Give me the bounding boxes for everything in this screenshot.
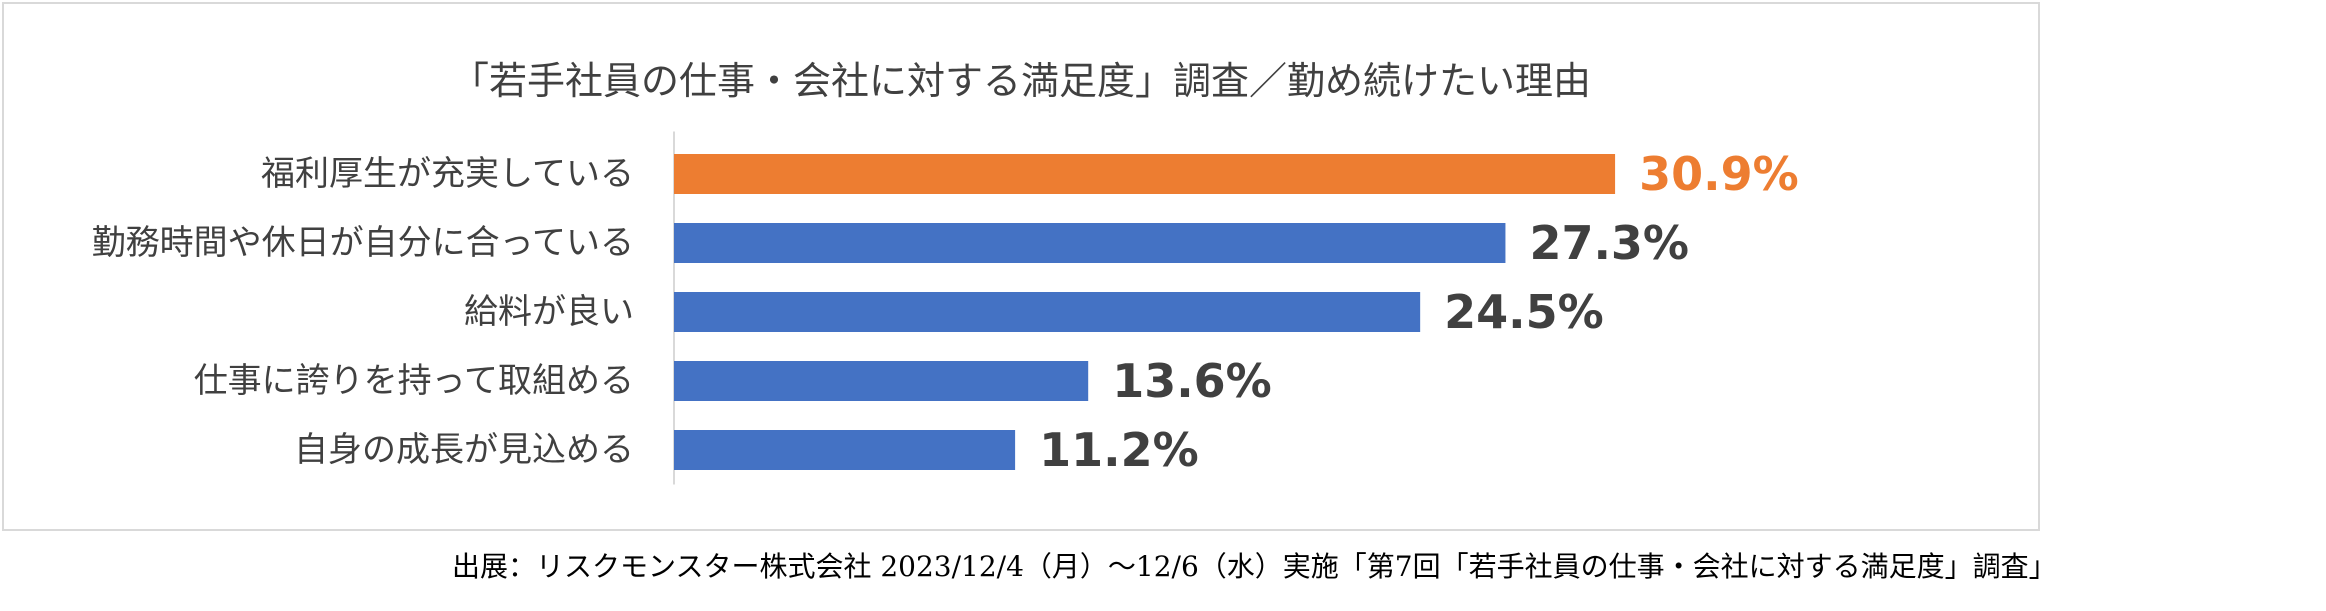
bar <box>674 292 1421 332</box>
source-note: 出展：リスクモンスター株式会社 2023/12/4（月）～12/6（水）実施「第… <box>452 550 2057 583</box>
data-label: 24.5% <box>1444 285 1604 339</box>
data-label: 13.6% <box>1112 354 1272 408</box>
category-label: 給料が良い <box>464 292 634 332</box>
bar <box>674 154 1616 194</box>
data-label: 30.9% <box>1639 147 1799 201</box>
category-label: 仕事に誇りを持って取組める <box>194 361 634 401</box>
category-label: 自身の成長が見込める <box>294 430 634 470</box>
chart-title: 「若手社員の仕事・会社に対する満足度」調査／勤め続けたい理由 <box>451 59 1591 103</box>
bar <box>674 430 1016 470</box>
bar <box>674 361 1089 401</box>
bar-chart: 「若手社員の仕事・会社に対する満足度」調査／勤め続けたい理由 福利厚生が充実して… <box>92 59 1799 485</box>
chart-frame: 「若手社員の仕事・会社に対する満足度」調査／勤め続けたい理由 福利厚生が充実して… <box>2 2 2040 531</box>
category-label: 勤務時間や休日が自分に合っている <box>92 223 634 263</box>
bar <box>674 223 1506 263</box>
category-label: 福利厚生が充実している <box>261 154 634 194</box>
data-label: 11.2% <box>1039 423 1199 477</box>
data-label: 27.3% <box>1529 216 1689 270</box>
